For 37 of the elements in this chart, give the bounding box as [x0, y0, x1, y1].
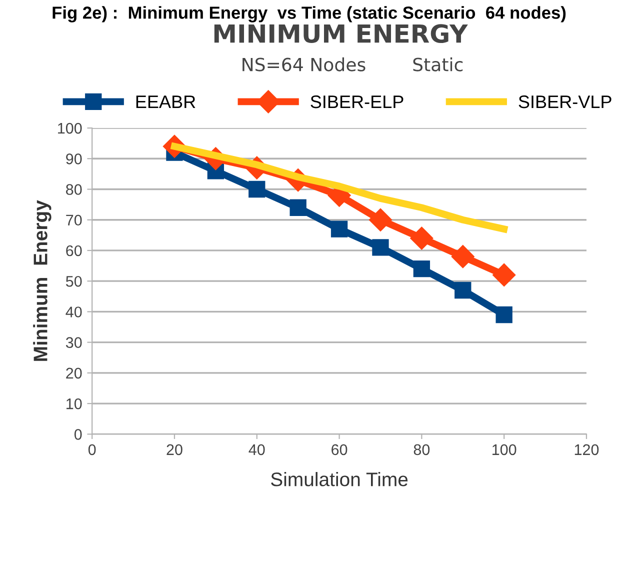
y-tick-label: 30: [66, 337, 82, 348]
y-tick-label: 90: [66, 154, 82, 164]
caption: Fig 2e) : Minimum Energy vs Time (static Scenario 64 nodes): [52, 6, 566, 22]
x-tick-label: 40: [248, 444, 265, 456]
point: [368, 208, 392, 232]
point: [451, 245, 474, 268]
point: [454, 282, 472, 299]
y-tick-label: 70: [66, 214, 82, 226]
y-tick-label: 40: [66, 306, 82, 318]
point: [496, 306, 512, 324]
y-tick-label: 0: [74, 429, 82, 440]
y-tick-label: 20: [66, 368, 82, 379]
chart-subtitle: NS=64 Nodes Static: [242, 57, 463, 72]
point: [248, 180, 266, 198]
x-tick-label: 100: [492, 444, 516, 456]
point: [330, 220, 348, 238]
legend-label: SIBER-VLP: [518, 95, 612, 108]
y-tick-label: 50: [66, 276, 82, 287]
y-tick-label: 10: [66, 398, 82, 410]
point: [290, 199, 306, 216]
chart-title: MINIMUM ENERGY: [214, 24, 468, 44]
point: [413, 260, 430, 278]
y-axis-title: Minimum Energy: [33, 200, 52, 361]
y-tick-label: 60: [66, 245, 82, 256]
y-tick-label: 80: [66, 184, 82, 195]
x-tick-label: 0: [88, 444, 96, 456]
point: [410, 226, 434, 250]
point: [372, 239, 389, 256]
point: [492, 263, 516, 286]
y-tick-label: 100: [58, 122, 82, 134]
x-tick-label: 20: [166, 444, 182, 456]
x-tick-label: 120: [574, 444, 599, 456]
legend-label: EEABR: [136, 96, 196, 108]
x-tick-label: 60: [332, 444, 348, 456]
x-axis-title: Simulation Time: [271, 472, 408, 486]
x-tick-label: 80: [414, 444, 430, 456]
legend-label: SIBER-ELP: [310, 95, 404, 108]
